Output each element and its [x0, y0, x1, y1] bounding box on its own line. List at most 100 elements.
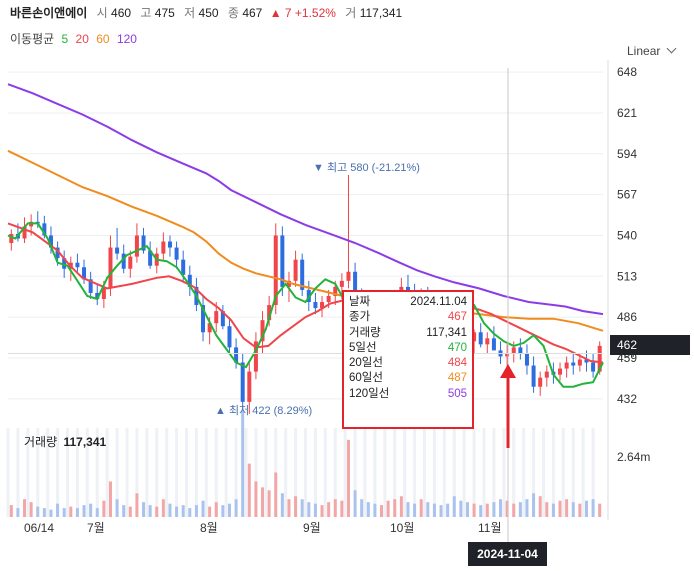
volume-bar [578, 503, 582, 517]
ma-legend-label: 이동평균 [10, 32, 55, 46]
stock-name: 바른손이앤에이 [10, 6, 88, 20]
volume-panel-label: 거래량 117,341 [24, 433, 106, 450]
candle-body [181, 259, 186, 275]
candle-body [128, 256, 133, 269]
candle-body [405, 286, 410, 293]
ma20-line [7, 222, 604, 364]
volume-bar [313, 503, 317, 517]
volume-bar [241, 410, 245, 517]
volume-bar [214, 502, 218, 517]
candle-body [478, 332, 483, 345]
candle-body [115, 247, 120, 254]
close-label: 종 [227, 6, 239, 20]
volume-bar [373, 503, 377, 517]
annotations: ▼ 최고 580 (-21.21%) ▲ 최저 422 (8.29%) [8, 68, 603, 542]
volume-bar [598, 503, 602, 517]
volume-bars [6, 410, 603, 517]
volume-bar [492, 502, 496, 517]
change-value: ▲ 7 +1.52% [269, 6, 336, 20]
volume-bar [525, 499, 529, 517]
candle-body [82, 267, 87, 280]
volume-bar [479, 505, 483, 517]
candle-body [293, 259, 298, 281]
tooltip-row-label: 60일선 [349, 372, 383, 385]
tooltip-row-label: 날짜 [349, 296, 371, 308]
candle-body [564, 362, 569, 369]
tooltip-row-value: 487 [447, 372, 467, 385]
candle-body [538, 377, 543, 387]
y-tick-label: 513 [617, 269, 637, 283]
low-value: 450 [198, 6, 219, 20]
tooltip-row: 5일선 470 [349, 341, 467, 356]
volume-bar [49, 509, 53, 517]
stock-header: 바른손이앤에이 시 460 고 475 저 450 종 467 ▲ 7 +1.5… [10, 4, 402, 21]
volume-bar [280, 493, 284, 517]
candle-body [571, 362, 576, 366]
volume-bar [413, 503, 417, 517]
volume-bar [399, 496, 403, 517]
x-tick-label: 8월 [200, 521, 218, 535]
volume-bar [591, 499, 595, 517]
candle-body [247, 371, 252, 402]
volume-bar [194, 505, 198, 517]
candle-body [346, 271, 351, 281]
scale-label: Linear [627, 44, 661, 58]
candle-body [9, 233, 14, 244]
volume-bar [175, 506, 179, 517]
candle-body [260, 320, 265, 342]
candle-body [187, 274, 192, 287]
volume-bar [545, 502, 549, 517]
volume-bar [333, 499, 337, 517]
low-label: 저 [184, 6, 196, 20]
data-tooltip: 날짜 2024.11.04 종가 467 거래량 117,341 5일선 470 20일선 484… [342, 290, 474, 429]
volume-bar [75, 508, 79, 517]
volume-value: 117,341 [359, 6, 403, 20]
candle-body [267, 305, 272, 321]
volume-bar [36, 506, 40, 517]
candle-body [511, 347, 516, 354]
candle-body [101, 286, 106, 299]
candle-body [95, 292, 100, 299]
close-value: 467 [242, 6, 263, 20]
candle-body [141, 235, 146, 251]
high-annotation: ▼ 최고 580 (-21.21%) [313, 161, 420, 174]
volume-bar [168, 503, 172, 517]
candle-body [544, 371, 549, 378]
volume-bar [261, 487, 265, 517]
candle-body [167, 241, 172, 248]
candle-body [253, 341, 258, 372]
tooltip-row: 종가 467 [349, 310, 467, 325]
y-tick-label: 432 [617, 392, 637, 406]
volume-bar [465, 502, 469, 517]
volume-bar [327, 502, 331, 517]
volume-bar [353, 490, 357, 517]
tooltip-row-value: 467 [447, 311, 467, 324]
tooltip-row-value: 470 [447, 341, 467, 354]
candle-body [148, 250, 153, 266]
moving-average-legend[interactable]: 이동평균 5 20 60 120 [10, 30, 141, 47]
tooltip-row-value: 484 [447, 357, 467, 370]
candle-body [48, 235, 53, 248]
volume-bar [23, 499, 27, 517]
candle-body [207, 323, 212, 333]
scale-toggle[interactable]: Linear [627, 43, 677, 58]
open-label: 시 [96, 6, 108, 20]
y-tick-label: 621 [617, 106, 637, 120]
volume-bar [459, 500, 463, 517]
volume-bar [221, 505, 225, 517]
volume-label: 거 [345, 6, 357, 20]
candle-body [524, 353, 529, 366]
volume-bar [148, 505, 152, 517]
candle-body [313, 302, 318, 309]
tooltip-row: 60일선 487 [349, 371, 467, 386]
candle-body [214, 311, 219, 324]
volume-bar [499, 499, 503, 517]
volume-bar [69, 506, 73, 517]
candle-body [518, 347, 523, 354]
volume-bar [122, 505, 126, 517]
candle-body [273, 235, 278, 306]
candle-body [472, 332, 477, 342]
candle-body [220, 311, 225, 327]
y-tick-label: 486 [617, 310, 637, 324]
